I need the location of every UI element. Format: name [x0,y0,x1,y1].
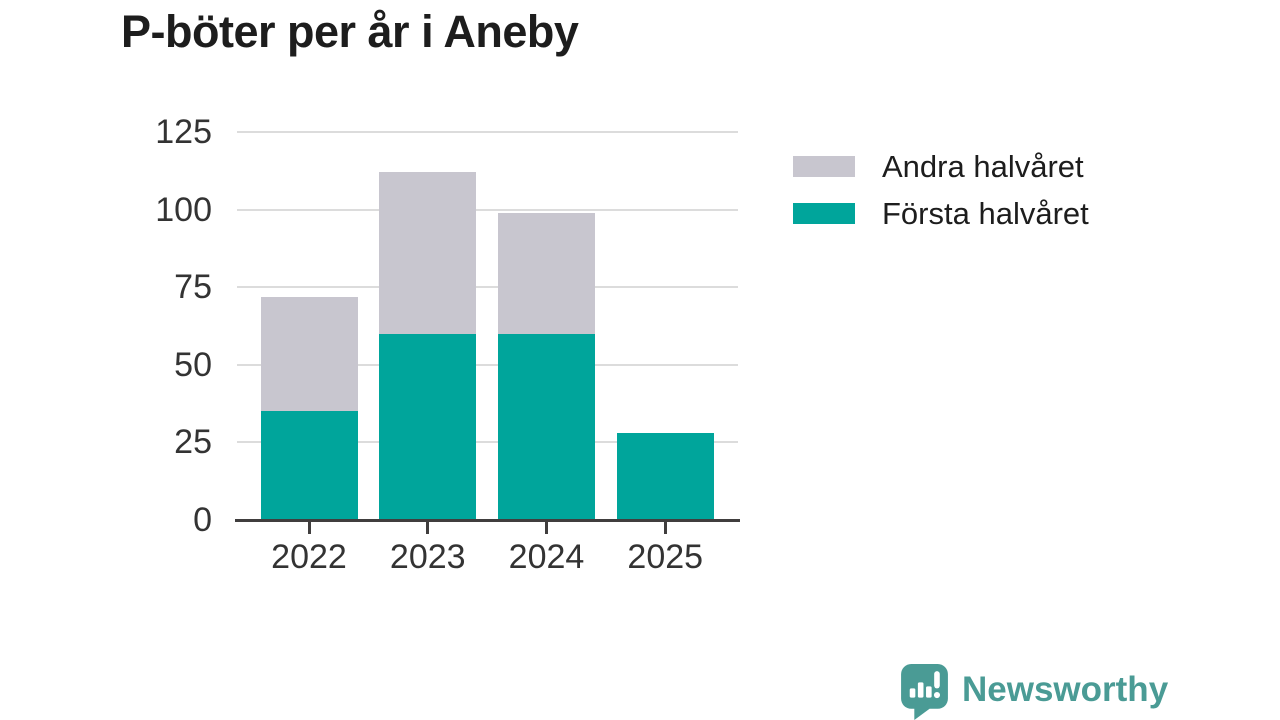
bar-segment-second-half [379,172,477,334]
y-axis-tick-label: 125 [155,113,212,151]
gridline [237,208,738,211]
x-axis-tick [545,521,548,534]
bar-segment-first-half [260,411,358,520]
legend-label: Första halvåret [882,195,1089,231]
y-axis-tick-label: 0 [193,501,212,539]
y-axis-tick-label: 25 [174,423,212,462]
bar-segment-first-half [379,333,477,520]
legend-label: Andra halvåret [882,148,1084,184]
gridline [237,363,738,366]
gridline [237,286,738,289]
bar-segment-second-half [260,296,358,412]
legend-item: Andra halvåret [793,143,1089,190]
newsworthy-speech-bubble-chart-icon [901,664,948,720]
x-axis-tick-label: 2022 [271,538,347,576]
x-axis-tick-label: 2025 [627,538,704,576]
legend-swatch [793,156,855,177]
brand-name: Newsworthy [962,670,1169,709]
bar-segment-first-half [498,333,595,520]
legend-item: Första halvåret [793,190,1089,237]
x-axis-tick [307,521,311,534]
legend-swatch [793,203,855,224]
x-axis-tick-label: 2024 [508,538,585,576]
brand-footer: Newsworthy [901,664,1168,720]
legend: Andra halvåret Första halvåret [793,143,1089,237]
x-axis-tick [663,521,667,534]
gridline [237,131,738,133]
chart-title: P-böter per år i Aneby [121,6,579,57]
x-axis-line [235,518,740,522]
x-axis-tick [426,521,430,534]
bar-segment-first-half [616,433,714,520]
gridline [237,441,738,444]
x-axis-tick-label: 2023 [389,538,466,576]
y-axis-tick-label: 75 [174,268,212,307]
y-axis-tick-label: 50 [174,345,212,384]
bar-segment-second-half [498,212,595,334]
y-axis-tick-label: 100 [155,190,212,229]
